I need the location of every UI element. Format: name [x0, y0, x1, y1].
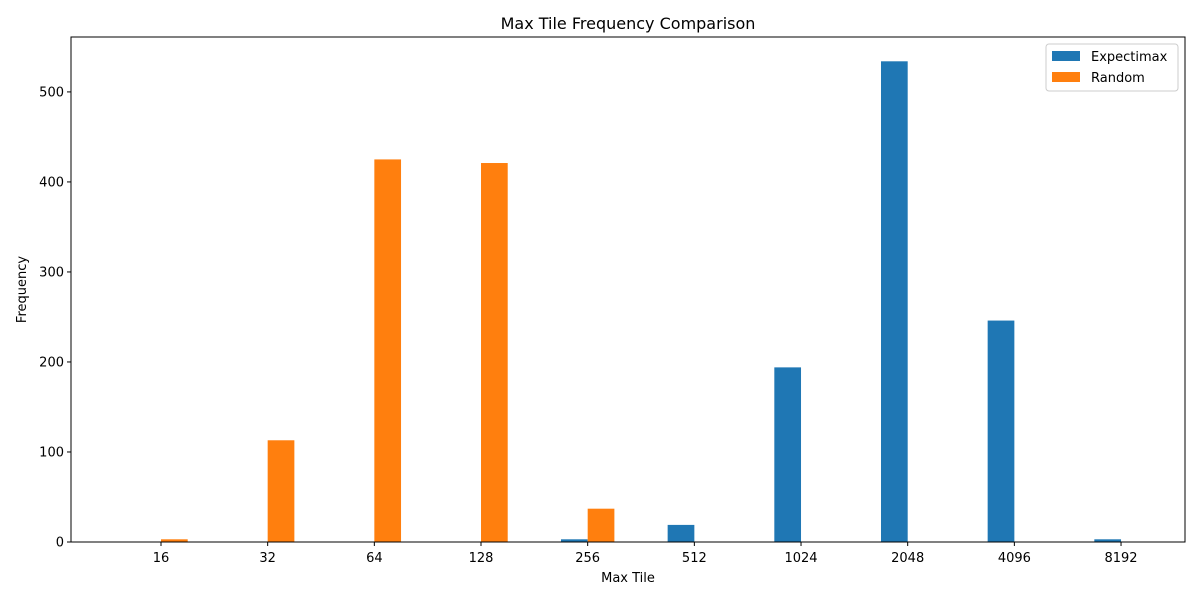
y-axis-ticks: 0 100 200 300 400 500 — [39, 85, 71, 551]
x-tick-label: 512 — [682, 551, 707, 566]
x-tick-label: 2048 — [891, 551, 924, 566]
legend-swatch-expectimax — [1052, 51, 1080, 61]
y-tick-label: 0 — [56, 536, 64, 551]
chart-title: Max Tile Frequency Comparison — [501, 14, 756, 33]
plot-area-frame — [70, 36, 1186, 543]
y-axis-label: Frequency — [15, 256, 30, 323]
bar-expectimax-8192 — [1094, 539, 1122, 542]
y-tick-label: 300 — [39, 265, 64, 280]
x-tick-label: 64 — [366, 551, 383, 566]
bars-group — [161, 61, 1122, 543]
x-axis-ticks: 16 32 64 128 256 512 1024 2048 4096 8192 — [153, 542, 1138, 566]
bar-random-16 — [161, 539, 188, 542]
bar-random-128 — [481, 163, 508, 542]
x-axis-label: Max Tile — [601, 571, 655, 586]
bar-random-32 — [267, 440, 295, 542]
bar-expectimax-1024 — [774, 367, 802, 542]
bar-expectimax-4096 — [987, 320, 1015, 542]
legend: Expectimax Random — [1045, 43, 1179, 92]
x-tick-label: 32 — [259, 551, 276, 566]
legend-swatch-random — [1052, 72, 1080, 82]
x-tick-label: 16 — [153, 551, 170, 566]
bar-random-256 — [587, 508, 615, 542]
x-tick-label: 128 — [469, 551, 494, 566]
y-tick-label: 200 — [39, 355, 64, 370]
x-tick-label: 256 — [575, 551, 600, 566]
x-tick-label: 4096 — [998, 551, 1031, 566]
bar-expectimax-2048 — [880, 61, 908, 543]
x-tick-label: 1024 — [784, 551, 817, 566]
legend-label-expectimax: Expectimax — [1091, 50, 1168, 65]
legend-label-random: Random — [1091, 71, 1145, 86]
bar-expectimax-256 — [560, 539, 588, 542]
y-tick-label: 500 — [39, 85, 64, 100]
x-tick-label: 8192 — [1104, 551, 1137, 566]
bar-expectimax-512 — [667, 524, 695, 542]
bar-random-64 — [374, 159, 402, 543]
y-tick-label: 400 — [39, 175, 64, 190]
y-tick-label: 100 — [39, 445, 64, 460]
